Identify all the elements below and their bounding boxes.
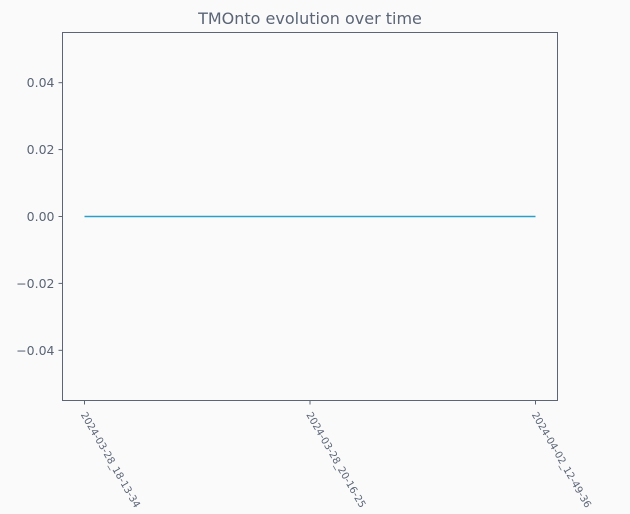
y-tick-label: −0.02 (16, 276, 54, 291)
y-tick-label: 0.00 (27, 209, 55, 224)
y-tick-label: 0.04 (27, 75, 55, 90)
x-tick-label: 2024-03-28_18-13-34 (78, 411, 142, 510)
x-axis: 2024-03-28_18-13-34 2024-03-28_20-16-25 20… (78, 400, 593, 510)
y-tick-label: −0.04 (16, 343, 54, 358)
x-tick-label: 2024-03-28_20-16-25 (303, 411, 367, 510)
x-tick-label: 2024-04-02_12-49-36 (529, 411, 593, 510)
y-axis: 0.04 0.02 0.00 −0.02 −0.04 (16, 75, 63, 358)
chart-title: TMOnto evolution over time (197, 9, 422, 28)
y-tick-label: 0.02 (27, 142, 55, 157)
